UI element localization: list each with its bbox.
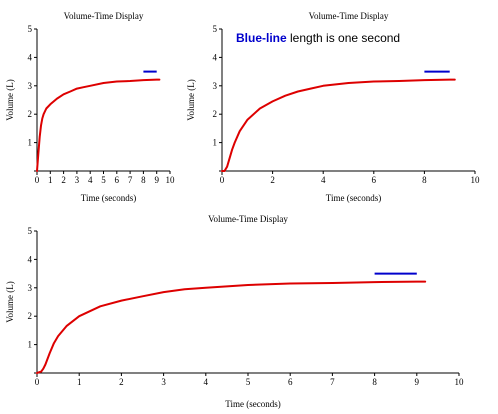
chart-3: Volume-Time Display 0 1 2 3 4 5 6 7 8 9 10 1 2 3 4 5 Time… [5,214,464,409]
chart-1-y-tick-label: 2 [28,109,33,119]
chart-3-x-tick-label: 3 [161,377,166,387]
chart-3-x-tick-label: 9 [415,377,420,387]
chart-2-volume-curve [221,78,456,172]
chart-1-x-tick-label: 2 [61,175,66,185]
chart-2-x-axis-label: Time (seconds) [326,193,381,203]
chart-3-x-tick-label: 10 [455,377,465,387]
chart-1-x-tick-label: 8 [141,175,146,185]
chart-2-x-tick-label: 10 [471,175,481,185]
chart-2-y-tick-label: 1 [213,138,218,148]
chart-1-x-tick-label: 7 [128,175,133,185]
chart-3-volume-curve [36,280,427,374]
chart-3-x-tick-label: 5 [246,377,251,387]
chart-1-x-tick-label: 10 [166,175,176,185]
chart-1-y-tick-label: 1 [28,138,33,148]
chart-2-y-axis-label: Volume (L) [186,79,196,121]
chart-3-x-tick-label: 0 [35,377,40,387]
chart-2-x-tick-label: 4 [321,175,326,185]
chart-3-y-axis-label: Volume (L) [5,281,15,323]
chart-3-y-tick-label: 3 [28,283,33,293]
chart-2-x-tick-label: 6 [372,175,377,185]
chart-2-y-tick-label: 5 [213,24,218,34]
chart-1-x-tick-label: 3 [75,175,80,185]
chart-3-x-tick-label: 1 [77,377,82,387]
chart-3-x-tick-label: 4 [204,377,209,387]
chart-2-y-tick-label: 3 [213,81,218,91]
chart-3-x-axis-label: Time (seconds) [225,399,280,409]
chart-1-y-tick-label: 3 [28,81,33,91]
chart-3-y-tick-label: 5 [28,226,33,236]
chart-3-x-tick-label: 2 [119,377,124,387]
chart-2-y-tick-label: 4 [213,52,218,62]
chart-2-x-tick-label: 8 [422,175,427,185]
chart-1-title: Volume-Time Display [64,11,144,21]
chart-3-x-tick-label: 6 [288,377,293,387]
chart-1-y-tick-label: 5 [28,24,33,34]
chart-1-x-tick-label: 5 [101,175,106,185]
chart-3-x-tick-label: 7 [330,377,335,387]
chart-2-x-tick-label: 2 [270,175,275,185]
chart-3-title: Volume-Time Display [208,214,288,224]
chart-1-x-axis-label: Time (seconds) [81,193,136,203]
chart-2-title: Volume-Time Display [309,11,389,21]
annotation-highlight: Blue-line [236,31,287,45]
chart-1-x-tick-label: 4 [88,175,93,185]
chart-3-y-tick-label: 1 [28,340,33,350]
chart-1-x-tick-label: 1 [48,175,53,185]
chart-2-x-tick-label: 0 [220,175,225,185]
chart-3-y-tick-label: 2 [28,311,33,321]
annotation-rest: length is one second [287,31,400,45]
chart-1-y-tick-label: 4 [28,52,33,62]
chart-1-x-tick-label: 6 [115,175,120,185]
chart-1-volume-curve [36,78,161,172]
chart-1-y-axis-label: Volume (L) [5,79,15,121]
chart-1-x-tick-label: 0 [35,175,40,185]
chart-1-x-tick-label: 9 [154,175,159,185]
scale-annotation: Blue-line length is one second [236,31,400,45]
chart-3-y-tick-label: 4 [28,254,33,264]
chart-3-x-tick-label: 8 [372,377,377,387]
chart-2-y-tick-label: 2 [213,109,218,119]
